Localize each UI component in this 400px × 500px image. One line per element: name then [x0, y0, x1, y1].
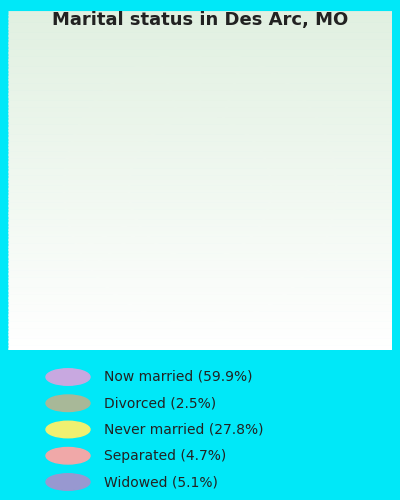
Circle shape: [46, 369, 90, 385]
Circle shape: [46, 474, 90, 490]
Circle shape: [46, 395, 90, 411]
Circle shape: [46, 421, 90, 438]
Text: Never married (27.8%): Never married (27.8%): [104, 422, 264, 436]
Wedge shape: [90, 58, 336, 324]
Text: Divorced (2.5%): Divorced (2.5%): [104, 396, 216, 410]
Wedge shape: [160, 52, 200, 120]
Wedge shape: [79, 220, 142, 268]
Wedge shape: [200, 52, 243, 120]
Circle shape: [46, 448, 90, 464]
Text: Now married (59.9%): Now married (59.9%): [104, 370, 252, 384]
Text: Separated (4.7%): Separated (4.7%): [104, 449, 226, 463]
Text: Widowed (5.1%): Widowed (5.1%): [104, 475, 218, 489]
Text: Marital status in Des Arc, MO: Marital status in Des Arc, MO: [52, 12, 348, 30]
Wedge shape: [64, 58, 179, 250]
